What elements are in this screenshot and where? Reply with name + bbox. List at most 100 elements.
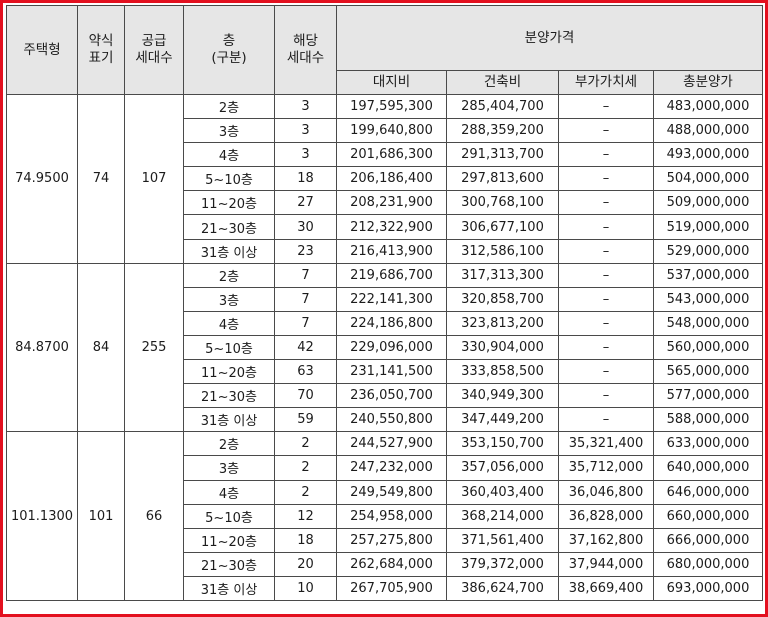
cell-building: 347,449,200 xyxy=(446,407,559,433)
table-body: 74.9500 74 107 2층 3 197,595,300 285,404,700–48… xyxy=(6,93,763,601)
cell-units: 3 xyxy=(274,93,337,120)
cell-floor: 4층 xyxy=(183,479,275,505)
cell-units: 7 xyxy=(274,286,337,312)
cell-total: 504,000,000 xyxy=(653,166,763,192)
cell-total: 548,000,000 xyxy=(653,310,763,336)
cell-building: 312,586,100 xyxy=(446,238,559,264)
cell-building: 317,313,300 xyxy=(446,262,559,288)
cell-units: 59 xyxy=(274,407,337,433)
table-row: 21~30층 20 262,684,000 379,372,000 37,944,000… xyxy=(7,551,763,577)
cell-units: 3 xyxy=(274,118,337,144)
cell-floor: 2층 xyxy=(183,431,275,457)
cell-units: 18 xyxy=(274,527,337,553)
table-row: 3층 2 247,232,000 357,056,000 35,712,000 640,0… xyxy=(7,455,763,481)
cell-vat: – xyxy=(558,334,654,361)
cell-vat: – xyxy=(558,383,654,409)
cell-floor: 21~30층 xyxy=(183,551,275,577)
cell-floor: 4층 xyxy=(183,142,275,168)
cell-floor: 11~20층 xyxy=(183,359,275,385)
cell-building: 353,150,700 xyxy=(446,431,559,457)
cell-floor: 11~20층 xyxy=(183,190,275,216)
cell-vat: – xyxy=(558,118,654,144)
table-row: 5~10층 18 206,186,400 297,813,600–504,000,00… xyxy=(7,166,763,192)
cell-units: 2 xyxy=(274,455,337,481)
table-row: 4층 2 249,549,800 360,403,400 36,046,800 646,0… xyxy=(7,479,763,505)
cell-total: 493,000,000 xyxy=(653,142,763,168)
table-row: 84.8700 84 255 2층 7 219,686,700 317,313,300–53… xyxy=(6,262,763,433)
header-units: 해당 세대수 xyxy=(274,5,337,95)
cell-land: 199,640,800 xyxy=(336,118,447,144)
cell-floor: 4층 xyxy=(183,310,275,336)
cell-total: 483,000,000 xyxy=(653,93,763,120)
cell-vat: – xyxy=(558,93,654,120)
cell-land: 262,684,000 xyxy=(336,551,447,577)
table-row: 74.9500 74 107 2층 3 197,595,300 285,404,700–48… xyxy=(6,93,763,264)
cell-units: 70 xyxy=(274,383,337,409)
cell-building: 333,858,500 xyxy=(446,359,559,385)
cell-land: 236,050,700 xyxy=(336,383,447,409)
cell-units: 7 xyxy=(274,262,337,288)
cell-units: 18 xyxy=(274,166,337,192)
cell-building: 340,949,300 xyxy=(446,383,559,409)
cell-units: 2 xyxy=(274,431,337,457)
table-header: 주택형 약식 표기 공급 세대수 층 (구분) 해당 세대수 분양가격 대지비 건축비 … xyxy=(6,5,763,95)
cell-building: 306,677,100 xyxy=(446,214,559,240)
cell-building: 386,624,700 xyxy=(446,575,559,601)
cell-total: 646,000,000 xyxy=(653,479,763,505)
table-row: 21~30층 30 212,322,900 306,677,100–519,000,0… xyxy=(7,214,763,240)
cell-units: 30 xyxy=(274,214,337,240)
cell-building: 368,214,000 xyxy=(446,503,559,529)
cell-units: 3 xyxy=(274,142,337,168)
cell-units: 7 xyxy=(274,310,337,336)
cell-units: 42 xyxy=(274,334,337,361)
table-row: 11~20층 27 208,231,900 300,768,100–509,000,0… xyxy=(7,190,763,216)
header-vat: 부가가치세 xyxy=(558,70,654,95)
header-supply: 공급 세대수 xyxy=(124,5,184,95)
table-row: 4층 3 201,686,300 291,313,700–493,000,000 xyxy=(7,142,763,168)
cell-vat: 35,321,400 xyxy=(558,431,654,457)
cell-supply: 255 xyxy=(124,262,184,433)
cell-vat: 37,162,800 xyxy=(558,527,654,553)
cell-total: 560,000,000 xyxy=(653,334,763,361)
table-row: 21~30층 70 236,050,700 340,949,300–577,000,0… xyxy=(7,383,763,409)
cell-vat: – xyxy=(558,286,654,312)
cell-building: 371,561,400 xyxy=(446,527,559,553)
cell-building: 288,359,200 xyxy=(446,118,559,144)
cell-building: 323,813,200 xyxy=(446,310,559,336)
cell-floor: 2층 xyxy=(183,262,275,288)
cell-type: 101.1300 xyxy=(6,431,78,601)
cell-total: 666,000,000 xyxy=(653,527,763,553)
cell-land: 212,322,900 xyxy=(336,214,447,240)
cell-vat: 38,669,400 xyxy=(558,575,654,601)
cell-total: 588,000,000 xyxy=(653,407,763,433)
cell-land: 244,527,900 xyxy=(336,431,447,457)
cell-type: 84.8700 xyxy=(6,262,78,433)
cell-total: 509,000,000 xyxy=(653,190,763,216)
cell-building: 379,372,000 xyxy=(446,551,559,577)
table-row: 101.1300 101 66 2층 2 244,527,900 353,150,700 35… xyxy=(6,431,763,601)
cell-units: 63 xyxy=(274,359,337,385)
table-row: 31층 이상 59 240,550,800 347,449,200–588,000,0… xyxy=(7,407,763,433)
cell-building: 297,813,600 xyxy=(446,166,559,192)
cell-building: 291,313,700 xyxy=(446,142,559,168)
header-building: 건축비 xyxy=(446,70,559,95)
cell-land: 216,413,900 xyxy=(336,238,447,264)
cell-vat: – xyxy=(558,142,654,168)
cell-vat: – xyxy=(558,214,654,240)
cell-short: 74 xyxy=(77,94,125,264)
cell-units: 20 xyxy=(274,551,337,577)
header-short: 약식 표기 xyxy=(77,5,125,95)
cell-total: 693,000,000 xyxy=(653,575,763,601)
cell-floor: 5~10층 xyxy=(183,166,275,192)
cell-units: 27 xyxy=(274,190,337,216)
table-row: 5~10층 42 229,096,000 330,904,000–560,000,00… xyxy=(7,334,763,361)
cell-vat: 37,944,000 xyxy=(558,551,654,577)
cell-building: 300,768,100 xyxy=(446,190,559,216)
cell-building: 330,904,000 xyxy=(446,334,559,361)
cell-land: 231,141,500 xyxy=(336,359,447,385)
table-row: 31층 이상 10 267,705,900 386,624,700 38,669,400… xyxy=(7,575,763,601)
cell-land: 267,705,900 xyxy=(336,575,447,601)
cell-total: 529,000,000 xyxy=(653,238,763,264)
cell-land: 201,686,300 xyxy=(336,142,447,168)
